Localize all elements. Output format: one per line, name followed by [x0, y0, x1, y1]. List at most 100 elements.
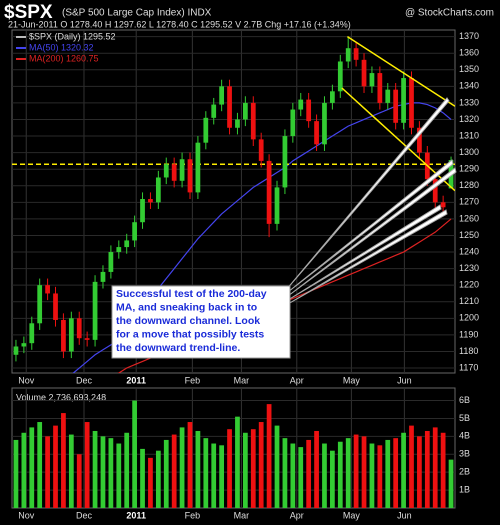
candle-body	[306, 99, 312, 122]
candle-body	[393, 89, 399, 123]
x-tick-label: Feb	[185, 510, 201, 520]
candle-body	[53, 293, 58, 320]
volume-bar	[369, 443, 375, 508]
legend-label: MA(200) 1260.75	[29, 53, 99, 63]
x-tick-label: Jun	[397, 510, 412, 520]
volume-bar	[235, 416, 240, 508]
candle-body	[282, 136, 288, 188]
volume-bar	[76, 454, 82, 508]
legend-label: MA(50) 1320.32	[29, 42, 94, 52]
volume-bar	[108, 438, 114, 508]
pointer-lines	[285, 97, 457, 305]
y-tick-label: 1180	[459, 346, 478, 356]
y-tick-label: 1290	[459, 164, 479, 174]
y-tick-label: 1240	[459, 246, 479, 256]
volume-bar	[314, 430, 319, 508]
candle-body	[21, 343, 27, 347]
volume-bar	[211, 443, 217, 508]
volume-bar	[163, 439, 169, 508]
volume-bar	[385, 439, 391, 508]
x-tick-label: Dec	[76, 510, 93, 520]
chart-subtitle: (S&P 500 Large Cap Index) INDX	[62, 8, 212, 19]
y-tick-label: 1310	[459, 130, 479, 140]
volume-bar	[401, 432, 406, 508]
volume-bar	[242, 432, 248, 508]
volume-bar	[21, 432, 27, 508]
x-tick-label: Nov	[18, 510, 35, 520]
volume-bar	[306, 439, 312, 508]
y-tick-label: 1270	[459, 197, 479, 207]
candle-body	[345, 48, 351, 62]
annotation-box	[111, 285, 291, 359]
annotation-text: Successful test of the 200-day	[116, 288, 267, 300]
legend-label: $SPX (Daily) 1295.52	[29, 31, 116, 41]
candle-body	[61, 319, 66, 352]
candle-body	[266, 160, 272, 224]
volume-bar	[45, 436, 50, 508]
candle-body	[45, 285, 50, 294]
candle-body	[187, 159, 193, 193]
volume-bar	[124, 432, 130, 508]
candle-body	[29, 323, 35, 344]
x-tick-label: 2011	[126, 510, 146, 520]
volume-bar	[432, 427, 438, 508]
pointer	[287, 204, 442, 301]
candle-body	[37, 285, 43, 324]
x-tick-label: 2011	[126, 375, 146, 385]
volume-bar	[417, 436, 422, 508]
y-tick-label: 1230	[459, 263, 479, 273]
volume-bar	[148, 457, 153, 508]
y-tick-label: 2B	[459, 467, 470, 477]
candle-body	[171, 164, 177, 181]
x-tick-label: Mar	[234, 510, 250, 520]
volume-title: Volume 2,736,693,248	[16, 392, 106, 402]
candle-body	[203, 117, 209, 143]
x-tick-label: May	[343, 510, 361, 520]
volume-bar	[337, 441, 343, 508]
volume-bar	[250, 429, 256, 508]
volume-bar	[274, 425, 280, 508]
candle-body	[155, 177, 161, 203]
x-tick-label: Dec	[76, 375, 93, 385]
y-tick-label: 1360	[459, 48, 479, 58]
price-frame	[11, 29, 456, 374]
candle-body	[211, 104, 217, 118]
volume-plot	[12, 388, 455, 508]
volume-bar	[266, 404, 272, 508]
candle-body	[100, 271, 106, 282]
volume-bar	[345, 438, 351, 508]
volume-bar	[116, 443, 122, 508]
y-tick-label: 1300	[459, 147, 479, 157]
y-tick-label: 5B	[459, 413, 470, 423]
candle-body	[250, 102, 256, 140]
volume-bar	[322, 443, 327, 508]
candle-body	[361, 59, 367, 87]
volume-bar	[179, 427, 185, 508]
candle-body	[409, 78, 414, 128]
candle-body	[108, 252, 114, 272]
candle-body	[227, 86, 232, 128]
annotation-text: the downward channel. Look	[116, 315, 260, 327]
y-tick-label: 1B	[459, 484, 470, 494]
volume-bar	[84, 422, 90, 508]
volume-bar	[61, 413, 66, 508]
volume-bar	[203, 438, 209, 508]
volume-bar	[100, 436, 106, 508]
pointer	[287, 209, 448, 305]
volume-bar	[227, 429, 232, 508]
volume-bar	[448, 459, 454, 508]
y-tick-label: 1220	[459, 280, 479, 290]
candle-body	[219, 86, 225, 105]
volume-bar	[424, 430, 430, 508]
volume-bar	[282, 438, 288, 508]
y-tick-label: 1280	[459, 180, 479, 190]
source: @ StockCharts.com	[405, 8, 494, 19]
candle-body	[298, 99, 304, 110]
y-tick-label: 4B	[459, 431, 470, 441]
y-tick-label: 1340	[459, 81, 479, 91]
candle-body	[235, 119, 240, 128]
x-tick-label: Jun	[397, 375, 412, 385]
candle-body	[353, 48, 359, 60]
volume-bar	[298, 447, 304, 508]
